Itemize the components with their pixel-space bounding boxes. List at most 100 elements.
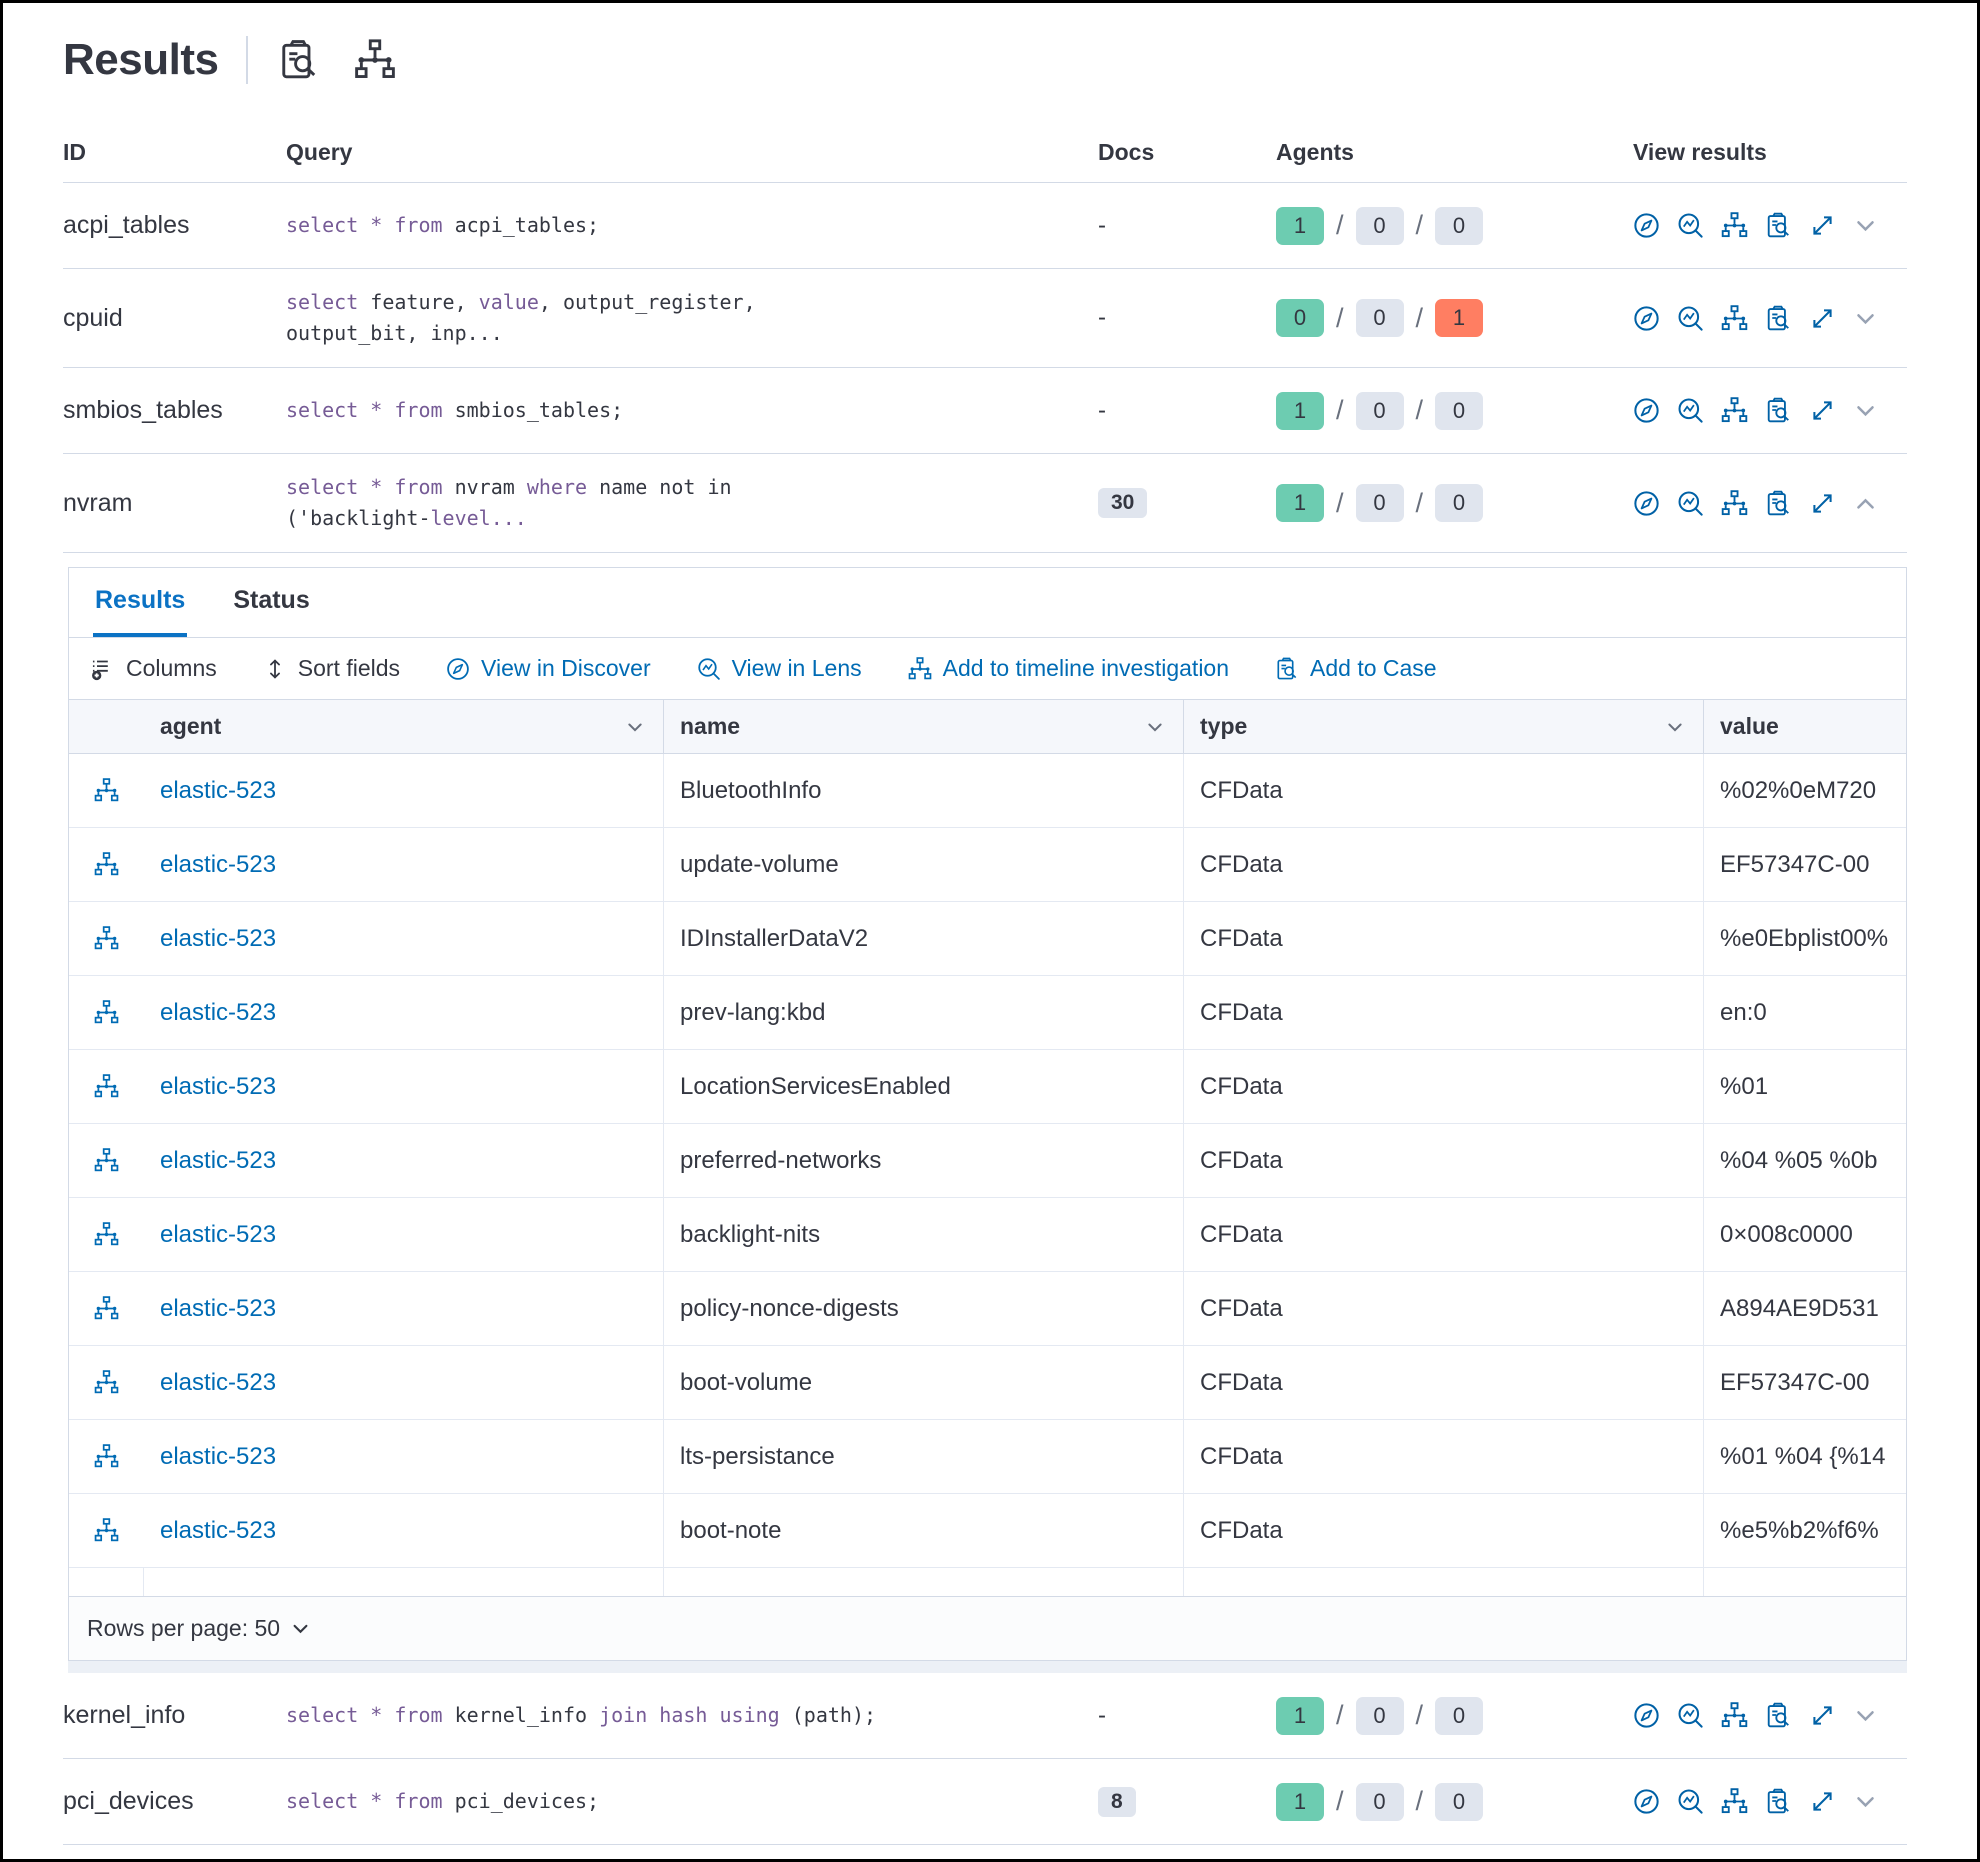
query-row: nvram select * from nvram where name not… — [63, 454, 1907, 553]
add-to-case-icon[interactable] — [1765, 1788, 1792, 1815]
timeline-node-tree-icon[interactable] — [354, 39, 396, 81]
chevron-down-icon — [290, 1618, 311, 1639]
agent-link[interactable]: elastic-523 — [160, 776, 277, 804]
view-results-actions — [1633, 1702, 1907, 1729]
agent-link[interactable]: elastic-523 — [160, 1516, 277, 1544]
add-to-timeline-icon[interactable] — [69, 1124, 144, 1197]
view-in-discover-icon[interactable] — [1633, 305, 1660, 332]
agent-link[interactable]: elastic-523 — [160, 1442, 277, 1470]
cell-name: update-volume — [664, 828, 1184, 901]
rows-per-page-control[interactable]: Rows per page: 50 — [69, 1596, 1906, 1660]
fullscreen-expand-icon[interactable] — [1809, 212, 1836, 239]
add-to-timeline-icon[interactable] — [1721, 397, 1748, 424]
expand-row-chevron-down-icon[interactable] — [1853, 1789, 1878, 1814]
add-to-case-icon[interactable] — [1765, 212, 1792, 239]
collapse-row-chevron-up-icon[interactable] — [1853, 491, 1878, 516]
docs-count: 30 — [1098, 488, 1276, 518]
add-to-timeline-icon[interactable] — [69, 1272, 144, 1345]
agent-link[interactable]: elastic-523 — [160, 1368, 277, 1396]
query-sql: select feature, value, output_register, o… — [286, 290, 756, 345]
add-to-timeline-icon[interactable] — [69, 902, 144, 975]
view-in-lens-icon[interactable] — [1677, 212, 1704, 239]
sort-fields-button[interactable]: Sort fields — [263, 655, 400, 682]
discover-compass-icon — [447, 657, 469, 680]
expand-row-chevron-down-icon[interactable] — [1853, 306, 1878, 331]
add-to-timeline-icon[interactable] — [1721, 304, 1748, 332]
view-in-discover-icon[interactable] — [1633, 212, 1660, 239]
grid-header-value[interactable]: value — [1720, 713, 1779, 739]
expand-row-chevron-down-icon[interactable] — [1853, 1703, 1878, 1728]
agent-link[interactable]: elastic-523 — [160, 1220, 277, 1248]
agent-count-badge-green: 1 — [1276, 391, 1324, 430]
view-in-lens-icon[interactable] — [1677, 397, 1704, 424]
cell-type: CFData — [1184, 976, 1704, 1049]
query-id: acpi_tables — [63, 211, 190, 239]
agent-link[interactable]: elastic-523 — [160, 850, 277, 878]
view-in-lens-icon[interactable] — [1677, 1702, 1704, 1729]
view-in-lens-icon[interactable] — [1677, 490, 1704, 517]
add-to-case-button[interactable]: Add to Case — [1275, 655, 1437, 682]
docs-count: - — [1098, 211, 1106, 239]
add-to-timeline-icon[interactable] — [69, 1198, 144, 1271]
inspect-clipboard-search-icon[interactable] — [278, 39, 320, 81]
expand-row-chevron-down-icon[interactable] — [1853, 398, 1878, 423]
add-to-timeline-icon[interactable] — [69, 976, 144, 1049]
col-header-query: Query — [286, 139, 353, 165]
fullscreen-expand-icon[interactable] — [1809, 490, 1836, 517]
agent-link[interactable]: elastic-523 — [160, 1146, 277, 1174]
view-in-discover-icon[interactable] — [1633, 397, 1660, 424]
query-sql: select * from kernel_info join hash usin… — [286, 1703, 877, 1727]
agent-link[interactable]: elastic-523 — [160, 998, 277, 1026]
add-to-timeline-icon[interactable] — [69, 1494, 144, 1567]
grid-row: elastic-523 BluetoothInfo CFData %02%0eM… — [69, 754, 1906, 828]
add-to-timeline-icon[interactable] — [1721, 489, 1748, 517]
add-to-case-icon[interactable] — [1765, 397, 1792, 424]
add-to-timeline-icon[interactable] — [69, 828, 144, 901]
view-in-lens-icon[interactable] — [1677, 305, 1704, 332]
agent-link[interactable]: elastic-523 — [160, 1072, 277, 1100]
agents-status: 1/0/0 — [1276, 206, 1633, 245]
fullscreen-expand-icon[interactable] — [1809, 1702, 1836, 1729]
agents-status: 1/0/0 — [1276, 1782, 1633, 1821]
fullscreen-expand-icon[interactable] — [1809, 1788, 1836, 1815]
fullscreen-expand-icon[interactable] — [1809, 305, 1836, 332]
add-to-case-icon[interactable] — [1765, 1702, 1792, 1729]
grid-header-type[interactable]: type — [1184, 700, 1704, 753]
view-in-discover-icon[interactable] — [1633, 1788, 1660, 1815]
grid-row: elastic-523 boot-note CFData %e5%b2%f6% — [69, 1494, 1906, 1568]
agent-link[interactable]: elastic-523 — [160, 924, 277, 952]
agent-link[interactable]: elastic-523 — [160, 1294, 277, 1322]
expand-row-chevron-down-icon[interactable] — [1853, 213, 1878, 238]
tab-status[interactable]: Status — [231, 568, 311, 637]
add-to-timeline-icon[interactable] — [1721, 1702, 1748, 1729]
columns-button[interactable]: Columns — [91, 655, 217, 682]
add-to-timeline-button[interactable]: Add to timeline investigation — [908, 655, 1229, 682]
chevron-down-icon — [1665, 717, 1685, 737]
grid-header-name[interactable]: name — [664, 700, 1184, 753]
view-in-lens-icon[interactable] — [1677, 1788, 1704, 1815]
tab-results[interactable]: Results — [93, 568, 188, 637]
view-in-lens-button[interactable]: View in Lens — [697, 655, 862, 682]
add-to-timeline-icon[interactable] — [69, 754, 144, 827]
add-to-timeline-icon[interactable] — [69, 1346, 144, 1419]
add-to-case-icon[interactable] — [1765, 305, 1792, 332]
view-in-discover-button[interactable]: View in Discover — [446, 655, 651, 682]
add-to-timeline-icon[interactable] — [1721, 212, 1748, 239]
add-to-timeline-icon[interactable] — [69, 1050, 144, 1123]
add-to-case-icon[interactable] — [1765, 490, 1792, 517]
view-in-discover-icon[interactable] — [1633, 490, 1660, 517]
cell-name: LocationServicesEnabled — [664, 1050, 1184, 1123]
agents-status: 0/0/1 — [1276, 299, 1633, 337]
add-to-timeline-icon[interactable] — [69, 1420, 144, 1493]
cell-type: CFData — [1184, 1198, 1704, 1271]
grid-header-agent[interactable]: agent — [144, 700, 664, 753]
query-rows-bottom: kernel_info select * from kernel_info jo… — [63, 1673, 1907, 1845]
fullscreen-expand-icon[interactable] — [1809, 397, 1836, 424]
view-in-discover-icon[interactable] — [1633, 1702, 1660, 1729]
agents-status: 1/0/0 — [1276, 391, 1633, 430]
cell-value: %01 %04 {%14 — [1720, 1442, 1886, 1470]
query-sql: select * from pci_devices; — [286, 1789, 600, 1813]
cell-type: CFData — [1184, 1346, 1704, 1419]
query-sql: select * from nvram where name not in ('b… — [286, 475, 732, 530]
add-to-timeline-icon[interactable] — [1721, 1788, 1748, 1815]
